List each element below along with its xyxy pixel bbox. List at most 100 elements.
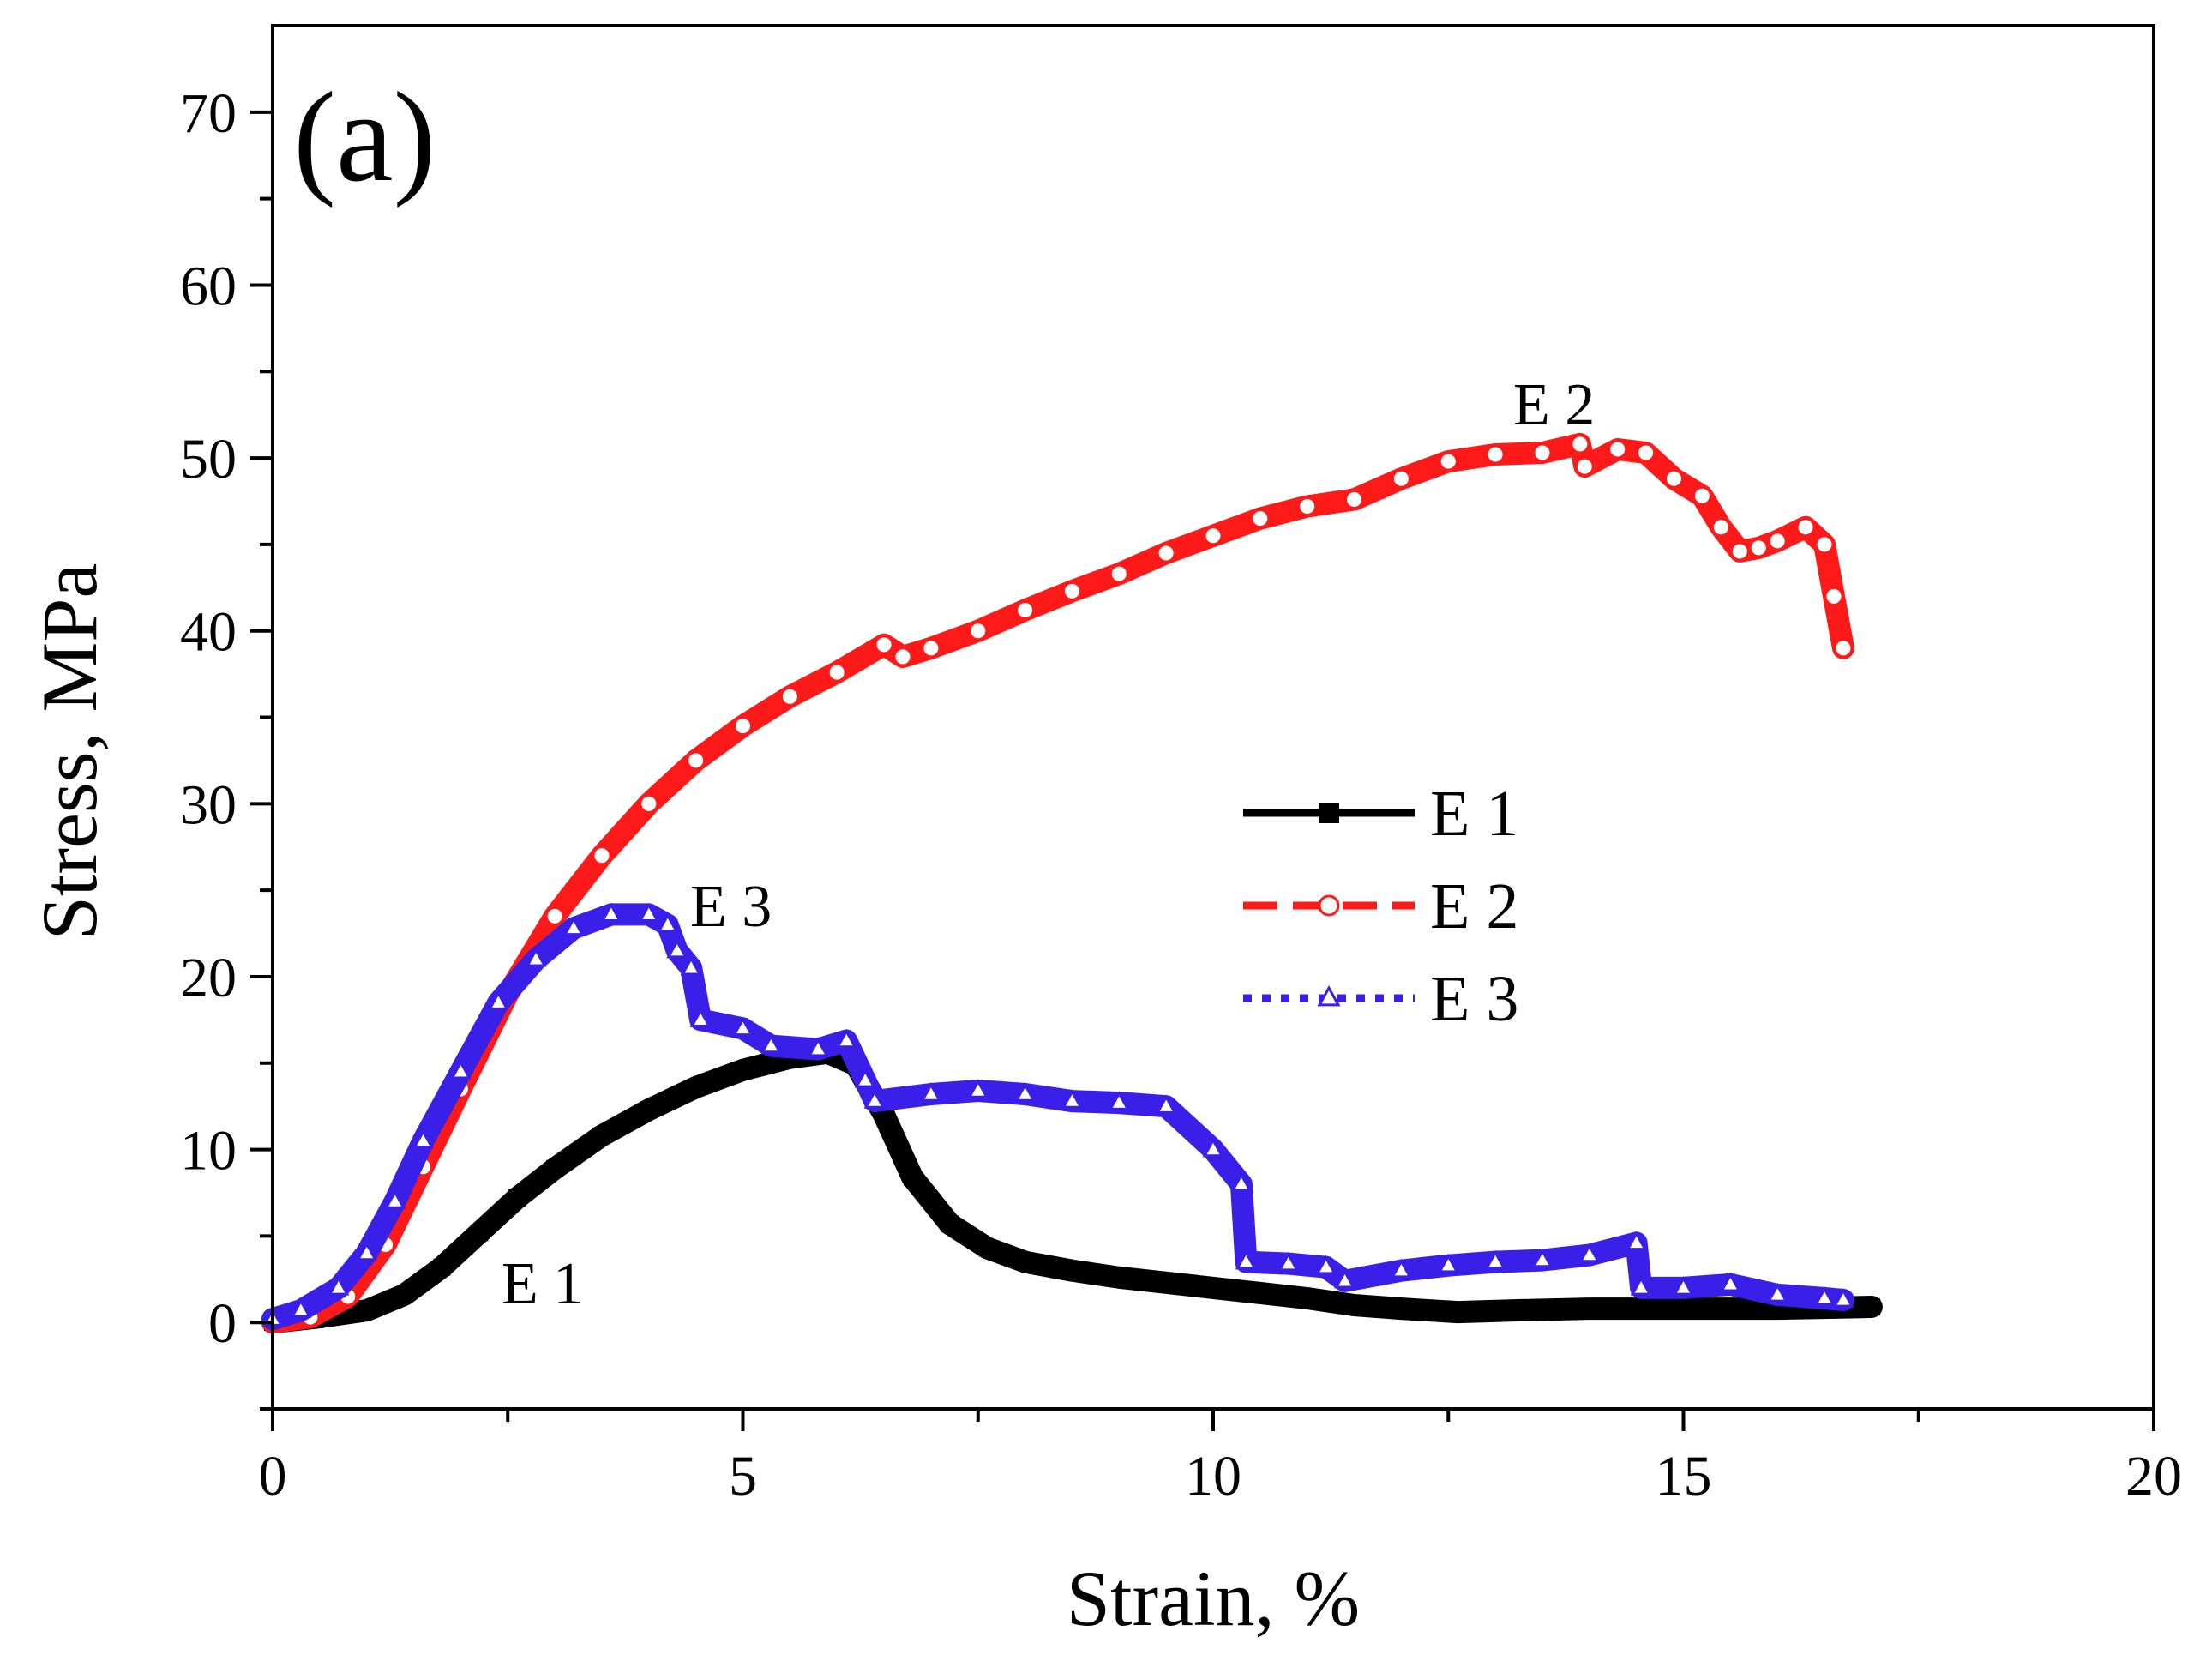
y-tick-label: 50 (180, 428, 237, 490)
legend-marker (1318, 894, 1340, 917)
data-point (1392, 1300, 1410, 1318)
data-point (1674, 1300, 1692, 1318)
data-point (1345, 1297, 1363, 1315)
data-point (680, 955, 702, 976)
data-point (449, 1059, 472, 1080)
series-line (261, 432, 1854, 1334)
data-point (893, 647, 913, 667)
data-point (1692, 485, 1712, 506)
data-point (967, 1079, 989, 1098)
series-line (261, 1041, 1883, 1334)
data-point (874, 635, 894, 655)
data-point (1250, 509, 1271, 529)
series-line (261, 903, 1854, 1331)
data-point (1664, 468, 1685, 489)
data-point (826, 662, 847, 683)
x-tick-label: 20 (2125, 1445, 2182, 1508)
y-tick-label: 30 (180, 773, 237, 836)
data-point (1630, 1275, 1652, 1296)
data-point (638, 902, 660, 923)
x-tick-label: 0 (259, 1445, 287, 1508)
data-point (487, 990, 509, 1010)
data-point (1626, 1231, 1648, 1251)
data-point (1063, 1261, 1081, 1279)
data-point (1485, 444, 1506, 465)
data-point (358, 1302, 376, 1320)
data-point (1203, 526, 1223, 546)
data-point (1767, 531, 1788, 551)
data-point (1391, 468, 1411, 489)
data-point (920, 1082, 942, 1102)
data-point (395, 1285, 413, 1303)
data-point (687, 1078, 705, 1096)
data-point (1580, 1300, 1598, 1318)
data-point (1574, 456, 1595, 477)
data-point (1484, 1249, 1506, 1270)
data-point (733, 716, 753, 737)
data-point (1672, 1275, 1695, 1296)
data-point (639, 793, 659, 814)
data-point (356, 1241, 378, 1261)
data-point (1334, 1268, 1356, 1289)
data-point (1110, 1268, 1128, 1286)
data-point (600, 902, 622, 923)
data-point (1390, 1258, 1412, 1279)
x-tick-label: 10 (1185, 1445, 1241, 1508)
data-point (1230, 1171, 1253, 1192)
data-point (734, 1061, 752, 1079)
data-point (592, 846, 612, 866)
data-point (657, 912, 679, 933)
y-tick-label: 60 (180, 255, 237, 317)
data-point (1297, 496, 1318, 517)
data-point (525, 947, 547, 967)
data-point (1438, 451, 1458, 472)
data-point (1449, 1303, 1467, 1321)
data-point (1578, 1243, 1601, 1263)
data-point (863, 1089, 886, 1109)
data-point (1108, 1091, 1130, 1110)
data-point (384, 1189, 406, 1209)
data-point (1766, 1283, 1788, 1303)
data-point (689, 1008, 712, 1028)
data-point (1813, 1286, 1836, 1306)
data-point (1344, 489, 1365, 509)
series-annotation: E 1 (502, 1251, 583, 1317)
data-point (921, 638, 941, 659)
data-point (1202, 1137, 1224, 1158)
series-e3 (261, 902, 1854, 1331)
data-point (1506, 1302, 1524, 1320)
y-tick-label: 10 (180, 1120, 237, 1183)
data-point (1570, 434, 1590, 454)
data-point (1235, 1249, 1257, 1270)
data-point (1061, 581, 1082, 601)
data-point (1016, 1253, 1034, 1271)
y-tick-label: 20 (180, 947, 237, 1009)
y-tick-label: 0 (208, 1292, 237, 1355)
data-point (1710, 517, 1731, 538)
data-point (1824, 586, 1844, 606)
y-tick-label: 70 (180, 82, 237, 145)
data-point (1531, 1248, 1554, 1268)
data-point (1795, 517, 1816, 538)
data-point (1109, 563, 1129, 584)
data-point (1608, 439, 1628, 460)
data-point (1155, 1094, 1177, 1114)
data-point (807, 1037, 829, 1057)
data-point (290, 1298, 312, 1318)
data-point (1719, 1272, 1741, 1292)
data-point (328, 1275, 350, 1296)
y-axis-title: Stress, MPa (26, 563, 113, 941)
data-point (854, 1068, 876, 1088)
data-point (433, 1258, 451, 1276)
data-point (412, 1128, 435, 1149)
data-point (1014, 1082, 1037, 1102)
data-point (1156, 543, 1176, 563)
data-point (1061, 1089, 1083, 1109)
x-tick-label: 15 (1656, 1445, 1712, 1508)
data-point (1437, 1253, 1459, 1273)
data-point (760, 1033, 782, 1054)
x-axis-title: Strain, % (1067, 1555, 1360, 1642)
x-tick-label: 5 (729, 1445, 757, 1508)
